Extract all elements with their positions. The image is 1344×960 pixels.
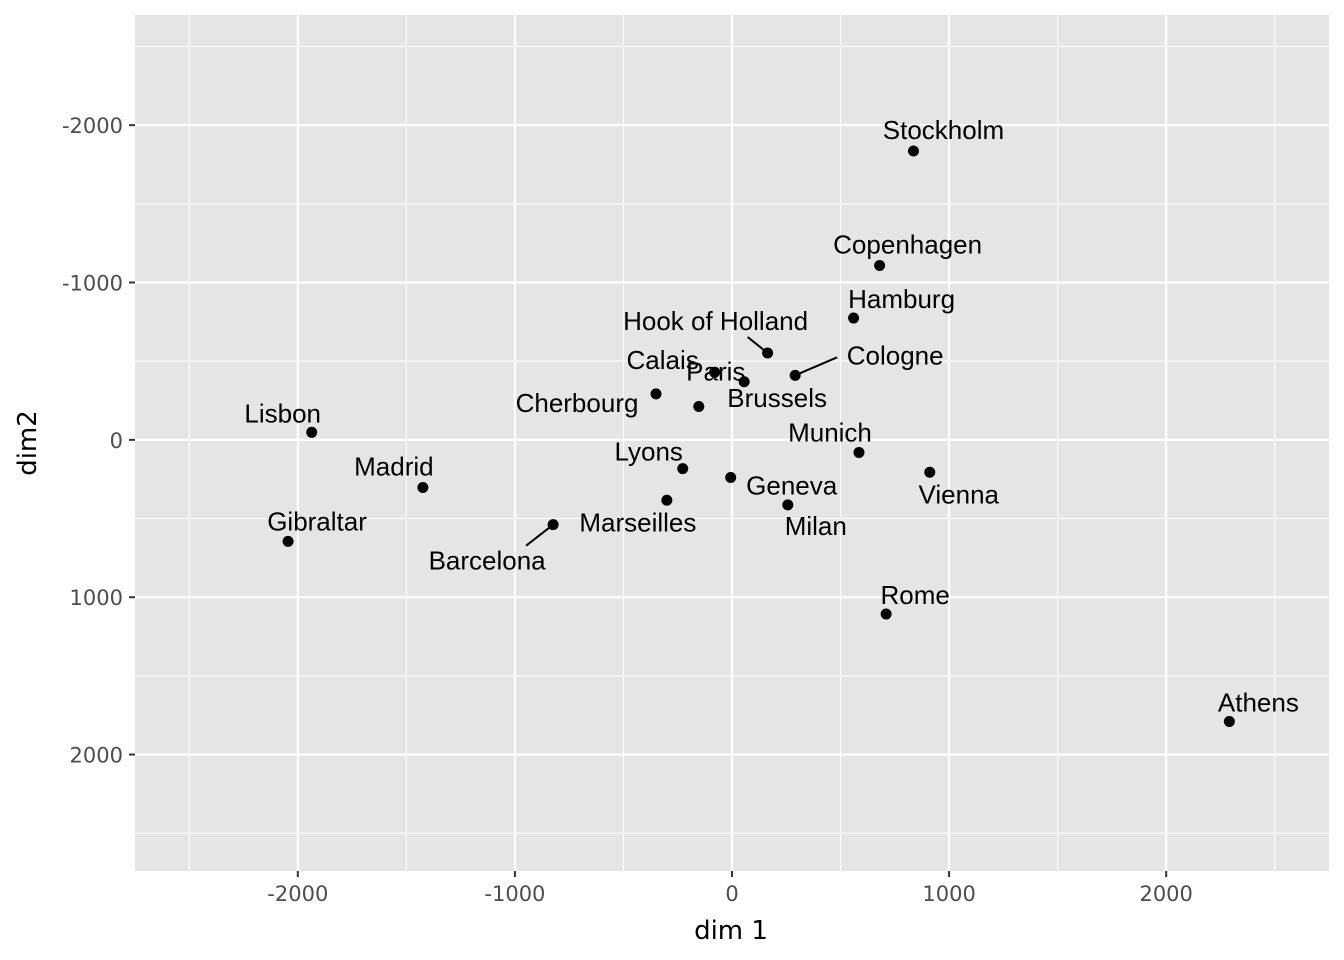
point-brussels <box>738 376 750 388</box>
y-tick-label: 0 <box>110 429 123 453</box>
point-madrid <box>417 482 429 494</box>
label-hook-of-holland: Hook of Holland <box>623 306 808 336</box>
x-tick-label: -2000 <box>267 882 328 906</box>
data-points <box>282 145 1235 728</box>
point-munich <box>853 446 865 458</box>
point-stockholm <box>907 145 919 157</box>
point-labels: Stockholm Copenhagen Hamburg Hook of Hollan… <box>244 115 1298 718</box>
label-marseilles: Marseilles <box>579 507 696 537</box>
label-cherbourg: Cherbourg <box>516 388 639 418</box>
y-tick-label: -2000 <box>62 114 123 138</box>
grid-major <box>135 15 1329 871</box>
point-hook-of-holland <box>762 347 774 359</box>
label-calais: Calais <box>627 345 699 375</box>
connector-barcelona <box>525 523 554 547</box>
point-cherbourg <box>650 388 662 400</box>
point-hamburg <box>848 312 860 324</box>
point-lyons <box>677 463 689 475</box>
point-milan <box>782 499 794 511</box>
label-gibraltar: Gibraltar <box>267 506 367 536</box>
label-brussels: Brussels <box>727 383 827 413</box>
label-stockholm: Stockholm <box>883 115 1004 145</box>
y-axis: -2000 -1000 0 1000 2000 <box>62 114 135 768</box>
label-madrid: Madrid <box>354 452 433 482</box>
label-lyons: Lyons <box>615 437 683 467</box>
point-gibraltar <box>282 535 294 547</box>
point-vienna <box>924 466 936 478</box>
point-cologne <box>789 369 801 381</box>
x-tick-label: 2000 <box>1139 882 1192 906</box>
y-tick-label: -1000 <box>62 272 123 296</box>
label-vienna: Vienna <box>919 479 1000 509</box>
y-tick-label: 1000 <box>70 586 123 610</box>
point-copenhagen <box>874 260 886 272</box>
x-tick-label: 1000 <box>922 882 975 906</box>
label-milan: Milan <box>785 511 847 541</box>
label-rome: Rome <box>880 580 949 610</box>
label-copenhagen: Copenhagen <box>833 230 982 260</box>
x-axis-title: dim 1 <box>694 916 768 946</box>
x-tick-label: -1000 <box>484 882 545 906</box>
y-axis-title: dim2 <box>13 410 43 476</box>
label-geneva: Geneva <box>746 470 838 500</box>
label-munich: Munich <box>788 417 872 447</box>
x-tick-label: 0 <box>725 882 738 906</box>
connector-cologne <box>794 356 838 377</box>
point-lisbon <box>306 426 318 438</box>
y-tick-label: 2000 <box>70 744 123 768</box>
point-calais <box>709 366 721 378</box>
point-athens <box>1223 716 1235 728</box>
label-paris: Paris <box>686 356 745 386</box>
point-paris <box>693 400 705 412</box>
point-marseilles <box>661 494 673 506</box>
label-lisbon: Lisbon <box>244 398 321 428</box>
x-axis: -2000 -1000 0 1000 2000 <box>267 871 1193 906</box>
label-hamburg: Hamburg <box>848 284 955 314</box>
label-barcelona: Barcelona <box>429 546 547 576</box>
point-barcelona <box>547 519 559 531</box>
label-athens: Athens <box>1218 688 1299 718</box>
point-rome <box>880 608 892 620</box>
point-geneva <box>725 471 737 483</box>
label-cologne: Cologne <box>847 340 944 370</box>
